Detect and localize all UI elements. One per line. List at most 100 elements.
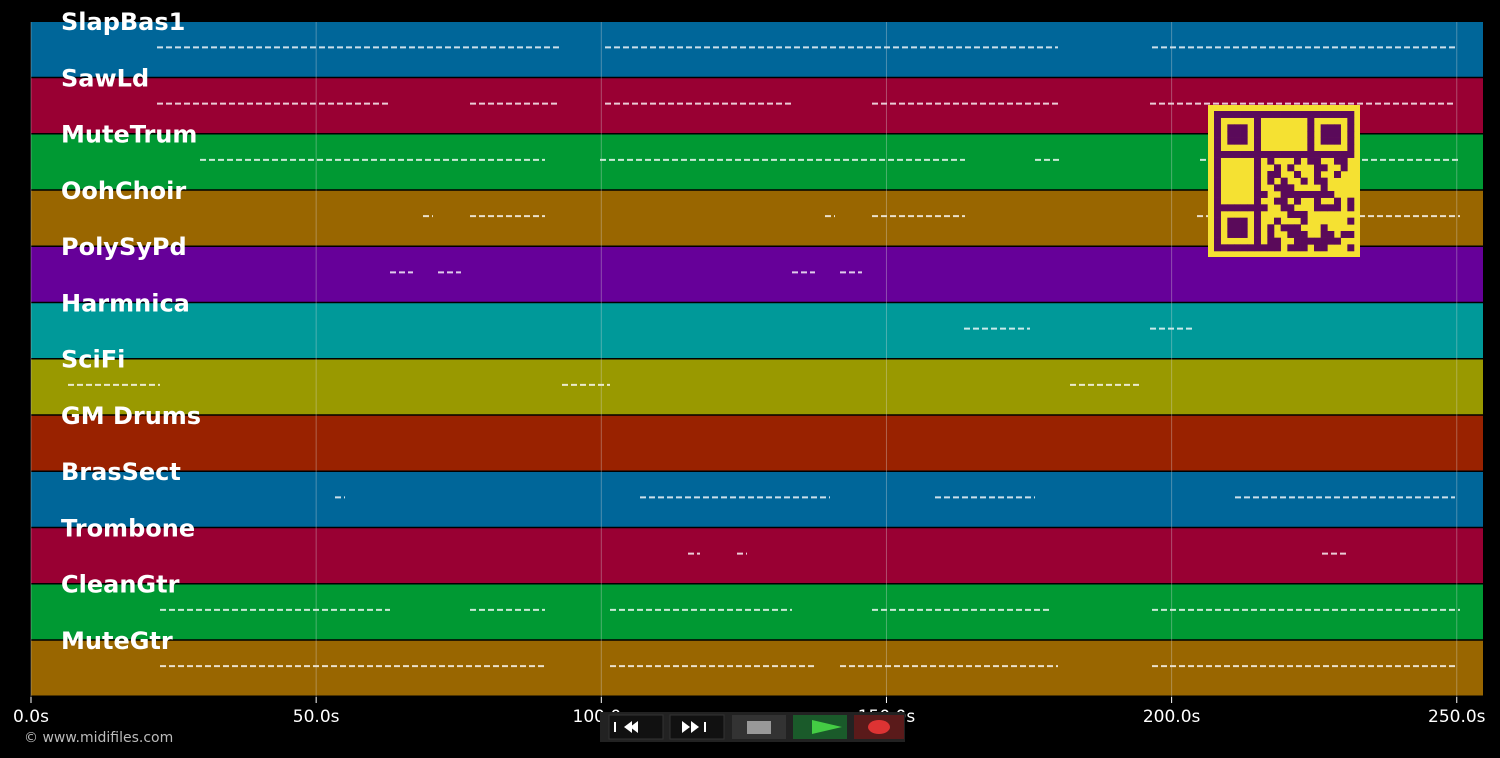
qr-module [1294,171,1301,178]
qr-module [1240,231,1248,238]
play-button[interactable] [793,715,847,739]
qr-module [1260,151,1268,158]
track-name: Harmnica [61,289,190,317]
qr-module [1234,111,1241,118]
qr-module [1254,191,1261,198]
qr-module [1307,131,1315,138]
qr-module [1220,244,1228,252]
qr-module [1307,124,1315,132]
qr-module [1254,177,1261,185]
track-name: MuteGtr [61,627,173,655]
qr-module [1287,244,1295,252]
qr-module [1227,124,1235,132]
qr-module [1320,244,1328,252]
qr-module [1287,191,1295,198]
qr-module [1320,177,1328,185]
qr-module [1234,137,1241,145]
qr-module [1227,137,1235,145]
qr-module [1320,111,1328,118]
transport-controls [600,712,905,742]
qr-module [1227,224,1235,232]
qr-module [1307,237,1315,245]
qr-module [1254,164,1261,172]
track-band [31,472,1483,527]
track-name: SciFi [61,346,125,374]
qr-module [1300,217,1308,225]
qr-module [1340,164,1348,172]
qr-module [1240,217,1248,225]
qr-module [1294,151,1301,158]
qr-module [1347,217,1355,225]
qr-module [1234,124,1241,132]
qr-module [1280,184,1288,192]
qr-module [1334,131,1341,138]
qr-module [1267,151,1275,158]
x-tick-label: 250.0s [1428,707,1486,727]
qr-module [1267,111,1275,118]
track-name: MuteTrum [61,121,197,149]
qr-module [1307,137,1315,145]
qr-module [1240,111,1248,118]
qr-module [1280,204,1288,212]
qr-module [1247,151,1255,158]
qr-module [1334,137,1341,145]
qr-module [1287,224,1295,232]
qr-module [1254,111,1261,118]
qr-module [1300,244,1308,252]
qr-module [1300,237,1308,245]
qr-module [1227,204,1235,212]
qr-module [1254,197,1261,205]
qr-module [1280,191,1288,198]
qr-module [1214,197,1221,205]
track-band [31,303,1483,358]
qr-module [1254,124,1261,132]
qr-module [1334,204,1341,212]
qr-module [1327,231,1335,238]
notes [68,46,1460,668]
qr-module [1287,231,1295,238]
qr-module [1347,244,1355,252]
qr-module [1294,197,1301,205]
track-name: SawLd [61,64,149,92]
qr-module [1314,191,1321,198]
qr-module [1247,111,1255,118]
qr-module [1287,211,1295,218]
rewind-button[interactable] [608,714,664,740]
qr-module [1214,231,1221,238]
track-name: BrasSect [61,458,181,486]
qr-module [1320,224,1328,232]
qr-module [1300,231,1308,238]
qr-module [1347,111,1355,118]
qr-module [1294,244,1301,252]
qr-module [1320,151,1328,158]
forward-button[interactable] [669,714,725,740]
qr-module [1280,111,1288,118]
qr-module [1294,211,1301,218]
qr-module [1320,164,1328,172]
stop-button[interactable] [732,715,786,739]
qr-module [1260,191,1268,198]
qr-module [1220,151,1228,158]
qr-module [1320,137,1328,145]
qr-module [1320,204,1328,212]
qr-module [1274,184,1281,192]
qr-module [1254,144,1261,152]
qr-module [1294,111,1301,118]
qr-module [1227,111,1235,118]
qr-module [1280,177,1288,185]
qr-module [1240,224,1248,232]
qr-module [1347,117,1355,125]
record-button[interactable] [854,715,904,739]
qr-module [1220,111,1228,118]
qr-module [1274,244,1281,252]
qr-module [1214,244,1221,252]
qr-module [1254,151,1261,158]
qr-module [1280,151,1288,158]
copyright: © www.midifiles.com [24,730,173,746]
qr-module [1254,224,1261,232]
qr-module [1340,111,1348,118]
qr-module [1340,157,1348,165]
qr-module [1214,191,1221,198]
qr-module [1307,191,1315,198]
qr-module [1327,151,1335,158]
